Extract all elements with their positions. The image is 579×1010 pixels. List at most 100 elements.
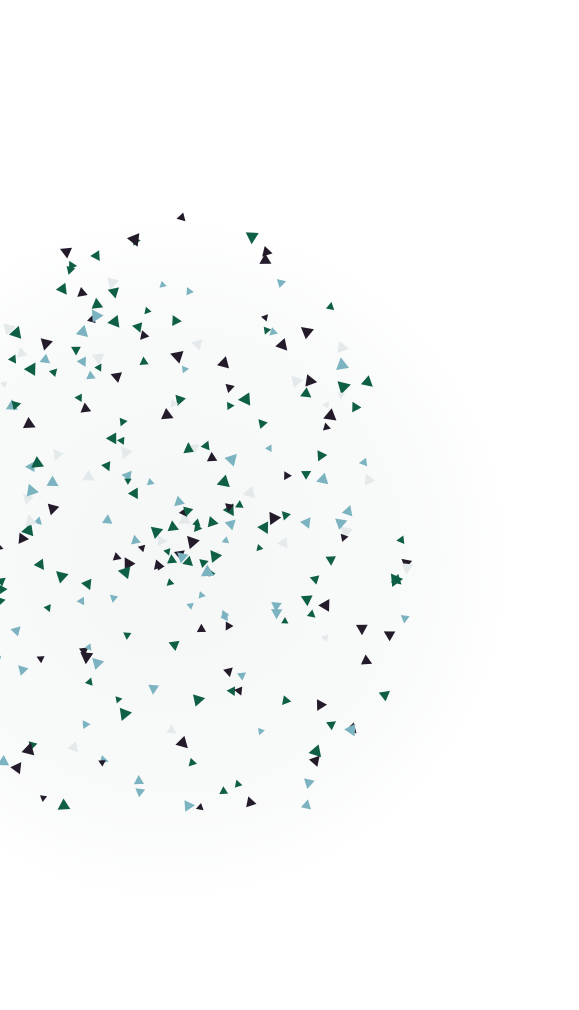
confetti-piece <box>325 301 335 311</box>
confetti-piece <box>116 436 125 445</box>
confetti-piece <box>282 695 292 706</box>
confetti-piece <box>235 500 244 508</box>
confetti-piece <box>325 556 336 566</box>
confetti-piece <box>39 795 48 803</box>
confetti-piece <box>127 487 138 500</box>
confetti-piece <box>119 707 132 721</box>
confetti-piece <box>186 603 194 610</box>
confetti-piece <box>320 634 329 643</box>
confetti-piece <box>46 475 59 487</box>
confetti-piece <box>23 362 36 376</box>
confetti-piece <box>383 631 396 642</box>
confetti-piece <box>55 282 67 295</box>
confetti-piece <box>86 370 96 380</box>
confetti-piece <box>176 212 186 222</box>
confetti-piece <box>10 626 21 637</box>
confetti-piece <box>150 526 164 540</box>
confetti-piece <box>198 591 206 599</box>
confetti-piece <box>210 550 223 563</box>
confetti-piece <box>360 654 373 665</box>
confetti-piece <box>0 655 2 665</box>
confetti-piece <box>200 440 210 451</box>
confetti-piece <box>172 315 182 326</box>
confetti-piece <box>80 402 92 413</box>
confetti-piece <box>137 544 146 553</box>
confetti-piece <box>300 595 313 607</box>
confetti-piece <box>177 552 189 564</box>
confetti-piece <box>7 354 17 364</box>
confetti-piece <box>76 356 87 367</box>
confetti-piece <box>257 521 269 534</box>
confetti-piece <box>144 306 152 315</box>
confetti-piece <box>400 615 410 624</box>
confetti-piece <box>246 796 257 808</box>
confetti-piece <box>187 535 200 550</box>
confetti-piece <box>309 575 320 585</box>
confetti-piece <box>107 314 120 328</box>
confetti-piece <box>234 779 243 788</box>
confetti-piece <box>74 393 82 402</box>
confetti-piece <box>166 578 175 586</box>
confetti-piece <box>192 694 206 707</box>
confetti-piece <box>94 363 102 372</box>
confetti-piece <box>364 473 376 486</box>
confetti-piece <box>0 577 6 587</box>
confetti-piece <box>237 672 247 681</box>
confetti-piece <box>271 602 282 612</box>
confetti-piece <box>0 436 1 445</box>
confetti-piece <box>82 720 91 730</box>
confetti-piece <box>135 788 146 798</box>
confetti-piece <box>101 461 111 472</box>
confetti-piece <box>322 401 330 409</box>
confetti-piece <box>126 233 140 247</box>
confetti-piece <box>178 512 192 525</box>
confetti-piece <box>3 323 16 336</box>
confetti-piece <box>16 347 28 358</box>
confetti-piece <box>259 253 272 264</box>
confetti-piece <box>276 279 287 289</box>
confetti-piece <box>105 432 117 445</box>
confetti-piece <box>57 798 71 810</box>
confetti-piece <box>242 485 256 499</box>
confetti-piece <box>133 775 145 785</box>
confetti-piece <box>170 350 184 364</box>
confetti-piece <box>207 516 219 528</box>
confetti-piece <box>317 450 328 462</box>
confetti-piece <box>199 559 209 569</box>
confetti-piece <box>281 616 289 624</box>
confetti-piece <box>275 338 288 351</box>
confetti-piece <box>25 461 35 472</box>
confetti-piece <box>308 755 320 767</box>
confetti-piece <box>75 324 89 337</box>
confetti-piece <box>196 623 207 633</box>
confetti-piece <box>316 472 329 485</box>
confetti-piece <box>43 604 51 613</box>
confetti-piece <box>90 250 100 262</box>
confetti-piece <box>146 478 155 486</box>
confetti-piece <box>107 277 120 290</box>
confetti-piece <box>221 536 230 544</box>
confetti-piece <box>110 372 122 383</box>
confetti-piece <box>360 375 373 387</box>
confetti-piece <box>265 444 272 452</box>
confetti-piece <box>0 381 8 389</box>
confetti-piece <box>299 517 311 529</box>
confetti-piece <box>8 325 22 339</box>
confetti-piece <box>39 353 51 364</box>
confetti-piece <box>18 532 30 544</box>
confetti-piece <box>224 519 236 531</box>
confetti-piece <box>340 533 349 542</box>
confetti-piece <box>225 383 235 394</box>
confetti-piece <box>183 506 194 517</box>
confetti-piece <box>107 287 120 299</box>
confetti-piece <box>216 474 230 488</box>
confetti-piece <box>323 408 337 421</box>
confetti-piece <box>0 540 4 552</box>
confetti-piece <box>192 518 201 527</box>
confetti-piece <box>132 322 143 333</box>
confetti-piece <box>77 286 88 297</box>
confetti-piece <box>256 544 264 552</box>
confetti-piece <box>18 665 29 676</box>
confetti-piece <box>40 338 53 351</box>
confetti-piece <box>305 374 318 387</box>
